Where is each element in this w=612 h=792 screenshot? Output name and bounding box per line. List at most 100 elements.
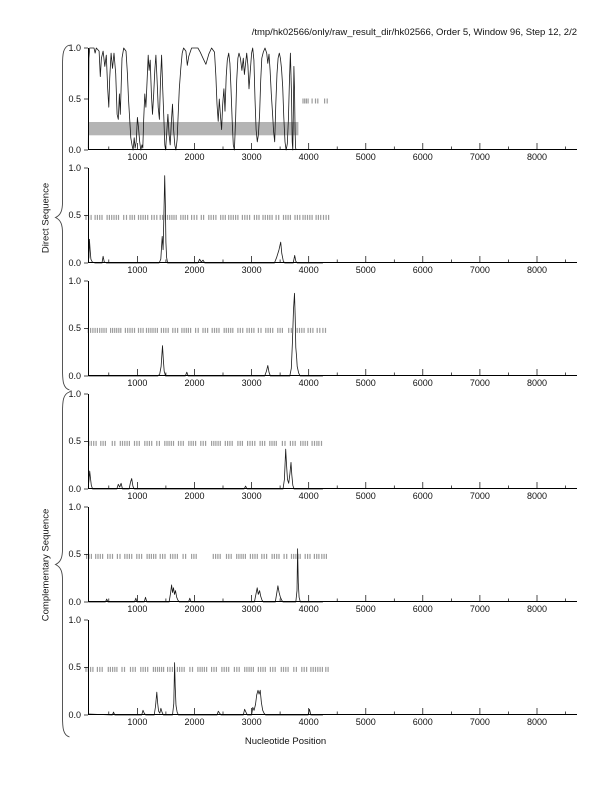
codon-mark [101,666,103,672]
codon-mark [287,666,289,672]
x-tick-label: 6000 [412,152,433,162]
codon-mark [314,98,317,104]
codon-mark [316,553,318,559]
codon-mark [224,440,226,446]
codon-mark [272,666,274,672]
axes [88,168,577,263]
y-tick-label: 0.5 [68,662,81,672]
codon-mark [136,440,138,446]
codon-mark [221,666,223,672]
codon-mark [256,214,258,220]
codon-mark [256,553,258,559]
codon-mark [159,553,161,559]
codon-mark [236,666,238,672]
codon-mark [302,440,304,446]
codon-mark [113,214,115,220]
codon-mark [124,440,126,446]
codon-mark [151,214,153,220]
codon-mark [212,214,215,220]
codon-mark [169,214,171,220]
codon-mark [267,327,269,333]
codon-mark [102,440,104,446]
codon-mark [104,440,106,446]
x-tick-label: 3000 [241,604,262,614]
codon-mark [301,327,303,333]
codon-mark [191,553,193,559]
codon-mark [223,327,225,333]
codon-mark [275,214,277,220]
codon-mark [253,214,255,220]
y-tick-label: 0.5 [68,549,81,559]
codon-mark [287,214,289,220]
codon-mark [201,666,203,672]
codon-mark [116,553,118,559]
codon-mark [175,214,177,220]
codon-mark [215,553,217,559]
codon-mark [235,214,237,220]
codon-mark [182,553,184,559]
codon-mark [119,553,121,559]
x-axis-title: Nucleotide Position [244,736,327,747]
x-tick-label: 6000 [412,604,433,614]
panel-direct-frame-1: 0.0 0.5 1.0 1000 2000 3000 4000 5000 6000 7000 800… [68,43,577,162]
codon-mark [274,666,276,672]
y-tick-label: 0.5 [68,93,81,104]
codon-mark [313,553,315,559]
codon-mark [321,553,323,559]
codon-mark [237,327,239,333]
codon-mark [271,440,273,446]
codon-mark [248,666,250,672]
codon-mark [304,440,306,446]
codon-mark [182,440,184,446]
codon-mark [153,214,155,220]
codon-mark [279,327,281,333]
codon-mark [109,553,111,559]
codon-mark [140,666,142,672]
probability-curve [87,448,323,490]
codon-mark [262,214,264,220]
codon-mark [293,666,295,672]
axes [88,620,577,715]
codon-mark [223,666,225,672]
codon-mark [156,327,158,333]
codon-mark [193,214,195,220]
codon-mark [225,553,228,559]
codon-mark [120,327,122,333]
codon-mark [114,327,116,333]
codon-mark [144,440,146,446]
y-tick-label: 0.0 [68,144,81,155]
codon-mark [242,327,244,333]
x-tick-label: 4000 [298,378,319,388]
codon-mark [191,214,193,220]
codon-mark [211,327,213,333]
codon-mark [123,666,126,672]
panel-complementary-frame-2: 0.0 0.5 1.0 1000 2000 3000 4000 5000 6000 7000 800… [68,502,577,614]
codon-mark [204,327,206,333]
axes [88,48,577,150]
codon-mark [128,440,130,446]
x-tick-label: 4000 [298,604,319,614]
codon-mark [124,553,126,559]
codon-mark [134,666,136,672]
codon-mark [133,440,136,446]
codon-mark [259,440,261,446]
x-tick-label: 8000 [526,265,548,275]
x-tick-label: 7000 [469,265,490,275]
codon-mark [218,327,220,333]
codon-mark [264,214,266,220]
codon-mark [166,214,169,220]
codon-mark [302,98,304,104]
codon-mark [257,666,259,672]
codon-mark [185,327,187,333]
codon-mark [200,214,202,220]
codon-mark [278,214,280,220]
codon-mark [284,440,286,446]
panel-stack: 0.0 0.5 1.0 1000 2000 3000 4000 5000 6000 7000 800… [68,43,577,733]
codon-mark [236,553,238,559]
codon-mark [306,666,308,672]
codon-mark [271,214,273,220]
codon-mark [90,327,92,333]
codon-mark [213,666,215,672]
codon-mark [94,327,96,333]
codon-mark [114,440,116,446]
